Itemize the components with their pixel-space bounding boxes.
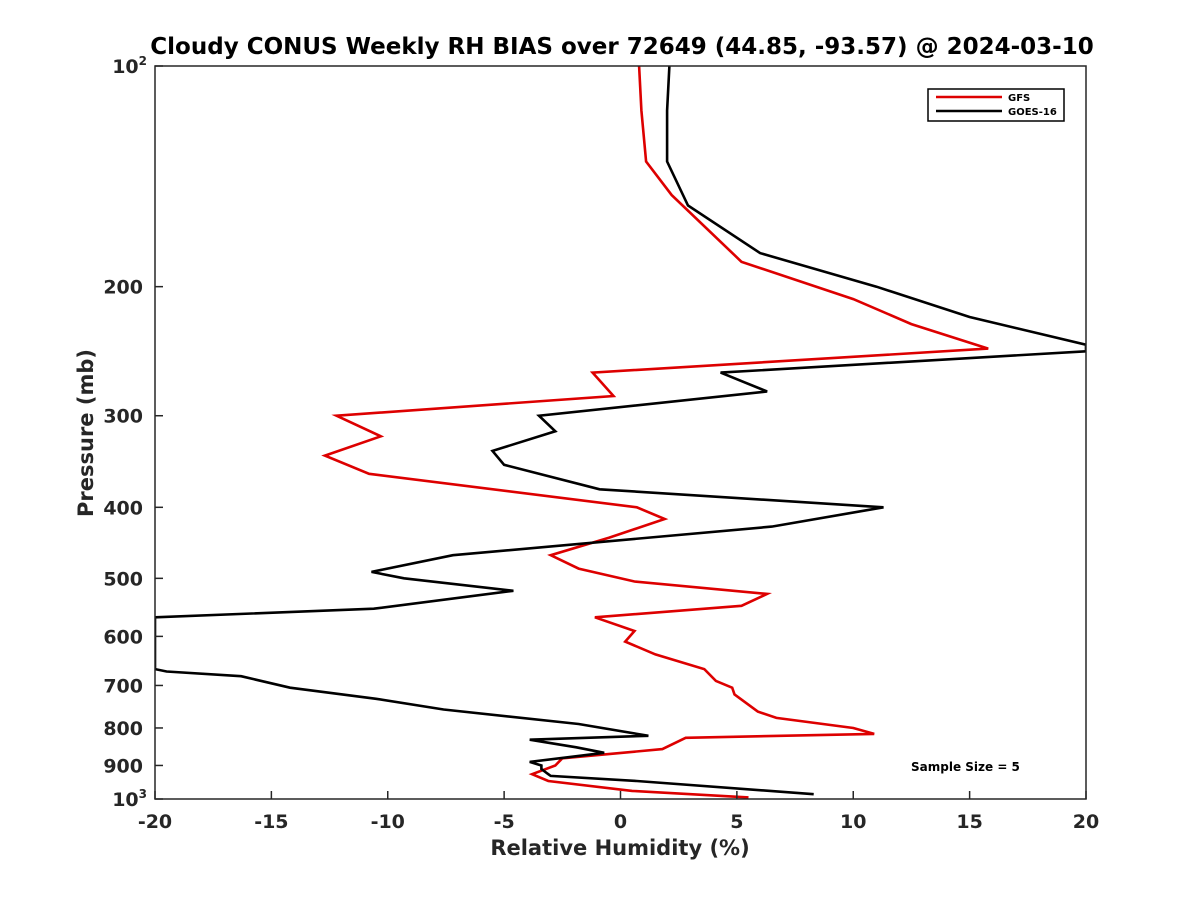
x-tick-label: -5 [494, 811, 515, 833]
data-layer [155, 66, 1086, 799]
series-line-gfs [321, 66, 989, 799]
x-tick-label: 10 [840, 811, 866, 833]
y-tick-label: 300 [103, 406, 143, 428]
x-axis: -20 -15 -10 -5 0 5 10 15 20 [138, 791, 1099, 833]
x-tick-label: -10 [371, 811, 405, 833]
y-tick-label: 200 [103, 277, 143, 299]
x-tick-label: 5 [730, 811, 743, 833]
x-tick-label: -20 [138, 811, 172, 833]
x-tick-label: 15 [956, 811, 982, 833]
y-tick-label: 600 [103, 626, 143, 648]
legend: GFS GOES-16 [927, 88, 1065, 122]
sample-size-annotation: Sample Size = 5 [911, 760, 1020, 774]
x-tick-label: 0 [614, 811, 627, 833]
y-tick-label: 103 [112, 787, 147, 811]
legend-label-gfs: GFS [1008, 93, 1030, 104]
chart-title: Cloudy CONUS Weekly RH BIAS over 72649 (… [150, 34, 1093, 60]
x-tick-label: -15 [254, 811, 288, 833]
y-tick-label: 400 [103, 497, 143, 519]
y-tick-label: 900 [103, 755, 143, 777]
series-line-goes16 [155, 66, 1086, 796]
y-axis-label: Pressure (mb) [74, 349, 98, 517]
y-tick-label: 700 [103, 675, 143, 697]
y-tick-label: 500 [103, 568, 143, 590]
y-axis: 102 200 300 400 500 600 700 800 900 103 [103, 54, 163, 811]
legend-label-goes16: GOES-16 [1008, 107, 1057, 118]
y-tick-label: 800 [103, 718, 143, 740]
x-tick-label: 20 [1073, 811, 1099, 833]
y-tick-label: 102 [112, 54, 147, 78]
legend-box [927, 88, 1065, 122]
x-axis-label: Relative Humidity (%) [490, 836, 749, 860]
